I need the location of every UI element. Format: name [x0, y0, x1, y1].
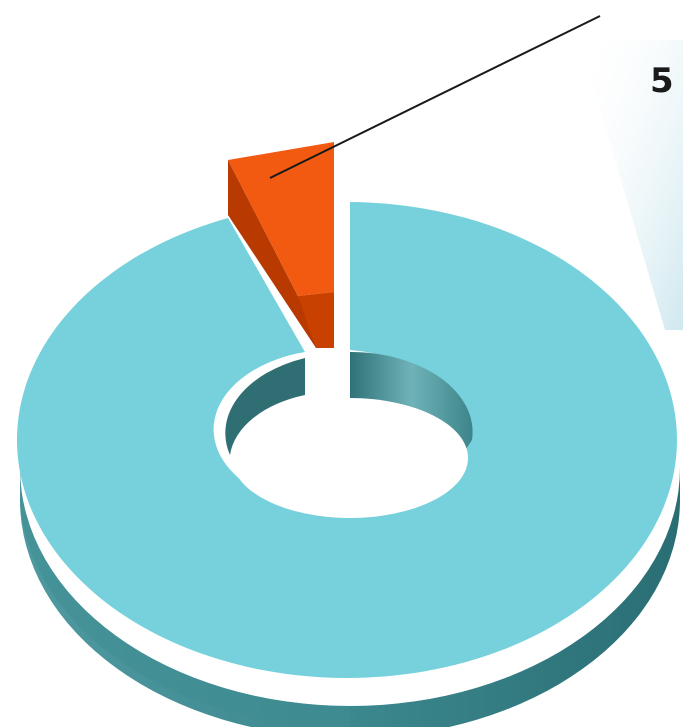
- leader-line: [269, 15, 601, 179]
- background-band: [580, 40, 683, 330]
- slice-5-top: [228, 142, 334, 296]
- slice-5-front: [298, 292, 334, 348]
- donut-slice-5: [228, 142, 334, 348]
- data-label-5: 5: [650, 61, 674, 101]
- donut-slice-main: [16, 202, 677, 678]
- donut-hole: [232, 398, 468, 518]
- donut-inner-wall: [225, 358, 305, 455]
- donut-outer-side-shade: [20, 468, 350, 727]
- donut-inner-wall-right: [350, 351, 473, 455]
- donut-top-face: [16, 202, 677, 678]
